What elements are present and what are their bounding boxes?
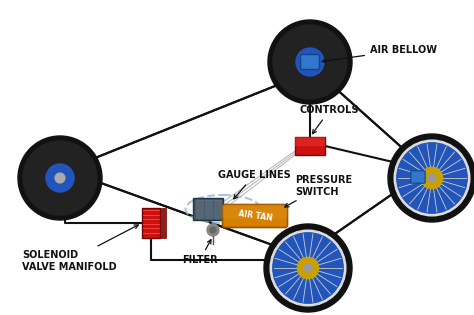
Circle shape [55, 173, 65, 183]
Circle shape [305, 57, 315, 67]
Text: AIR TAN: AIR TAN [237, 209, 273, 223]
Text: GAUGE LINES: GAUGE LINES [218, 170, 291, 199]
Circle shape [46, 164, 74, 192]
Circle shape [18, 136, 102, 220]
Text: FILTER: FILTER [182, 240, 218, 265]
Circle shape [397, 143, 467, 213]
Text: AIR BELLOW: AIR BELLOW [322, 45, 437, 63]
Circle shape [23, 141, 97, 215]
FancyBboxPatch shape [222, 204, 288, 219]
Circle shape [264, 224, 352, 312]
FancyBboxPatch shape [193, 198, 223, 220]
FancyBboxPatch shape [295, 137, 325, 146]
Text: CONTROLS: CONTROLS [300, 105, 359, 134]
Bar [214, 200, 221, 218]
Circle shape [273, 233, 343, 303]
FancyBboxPatch shape [411, 171, 425, 183]
FancyBboxPatch shape [142, 208, 160, 238]
Text: SOLENOID
VALVE MANIFOLD: SOLENOID VALVE MANIFOLD [22, 225, 138, 272]
Bar [196, 200, 203, 218]
Circle shape [394, 140, 470, 216]
Circle shape [210, 227, 216, 233]
Circle shape [270, 230, 346, 306]
FancyBboxPatch shape [295, 137, 325, 155]
FancyBboxPatch shape [301, 54, 319, 70]
Circle shape [297, 257, 319, 279]
Circle shape [296, 48, 324, 76]
Bar [205, 200, 212, 218]
FancyBboxPatch shape [222, 204, 288, 227]
Circle shape [304, 264, 312, 272]
Circle shape [428, 174, 436, 182]
FancyBboxPatch shape [160, 208, 166, 238]
Circle shape [273, 25, 347, 99]
Circle shape [207, 224, 219, 236]
Circle shape [421, 167, 443, 189]
Circle shape [388, 134, 474, 222]
Text: PRESSURE
SWITCH: PRESSURE SWITCH [285, 175, 352, 207]
Circle shape [268, 20, 352, 104]
